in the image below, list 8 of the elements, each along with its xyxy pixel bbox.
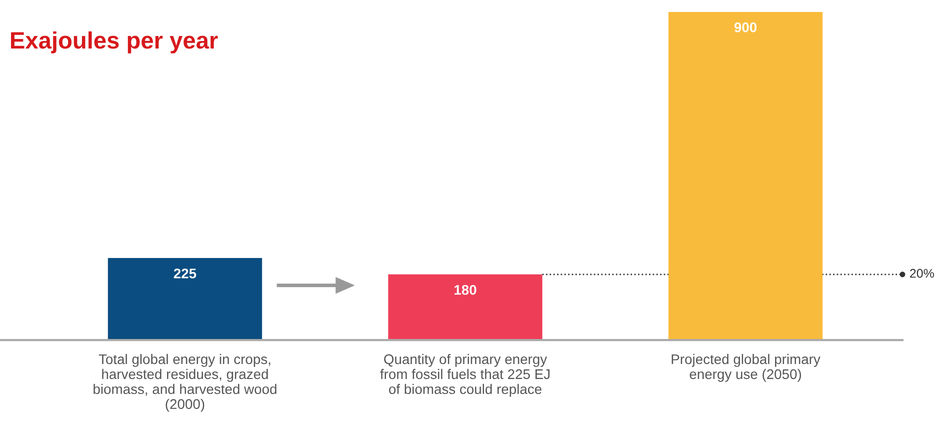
- text: Exajoules per year: [11, 31, 218, 54]
- data-label: 225: [174, 268, 196, 278]
- x-tick-label: Quantity of primary energy from fossil fuels that 225 EJ of biomass could replace: [380, 354, 550, 397]
- text: 20%: [910, 268, 934, 278]
- x-tick-label: Projected global primary energy use (2050): [672, 354, 820, 382]
- x-tick-label: Total global energy in crops, harvested residues, grazed biomass, and harvested wood (2000): [94, 354, 276, 412]
- data-label: 180: [454, 284, 476, 295]
- data-label: 900: [734, 22, 757, 32]
